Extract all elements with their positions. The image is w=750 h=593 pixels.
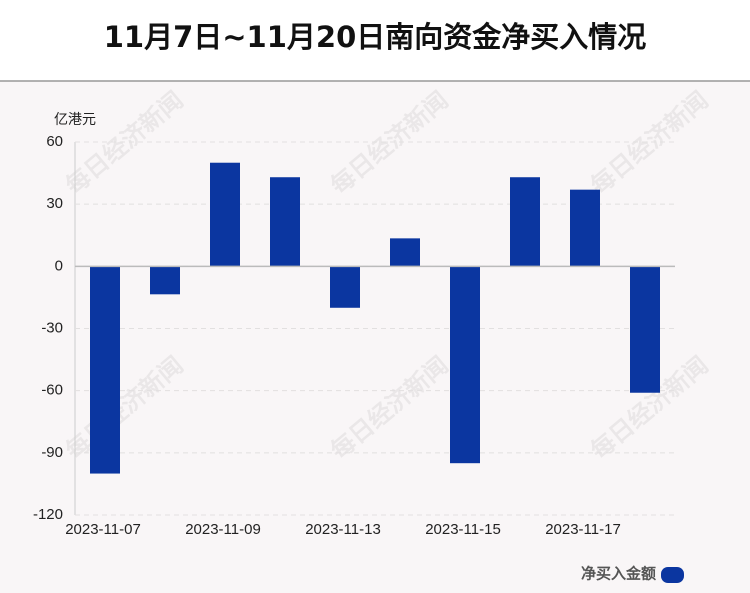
bar <box>390 238 420 267</box>
y-tick-label: -120 <box>33 506 63 523</box>
chart-title: 11月7日~11月20日南向资金净买入情况 <box>104 20 647 54</box>
y-tick-label: 30 <box>46 195 63 212</box>
legend-label: 净买入金额 <box>581 565 656 583</box>
bar <box>570 189 600 267</box>
header-bg <box>0 0 750 81</box>
y-tick-label: 0 <box>55 257 63 274</box>
y-tick-label: -60 <box>41 382 63 399</box>
legend-swatch <box>661 567 684 583</box>
y-tick-label: -90 <box>41 444 63 461</box>
x-tick-label: 2023-11-17 <box>545 521 621 538</box>
x-tick-label: 2023-11-15 <box>425 521 501 538</box>
y-tick-label: -30 <box>41 319 63 336</box>
bar <box>210 162 240 267</box>
y-tick-label: 60 <box>46 133 63 150</box>
plot-bg <box>0 81 750 593</box>
bar <box>510 177 540 267</box>
bar <box>630 266 660 393</box>
bar <box>330 266 360 308</box>
y-axis-label: 亿港元 <box>54 112 96 128</box>
x-tick-label: 2023-11-13 <box>305 521 381 538</box>
bar <box>150 266 180 295</box>
bar <box>450 266 480 464</box>
bar <box>270 177 300 267</box>
bar <box>90 266 120 474</box>
x-tick-label: 2023-11-09 <box>185 521 261 538</box>
x-tick-label: 2023-11-07 <box>65 521 141 538</box>
